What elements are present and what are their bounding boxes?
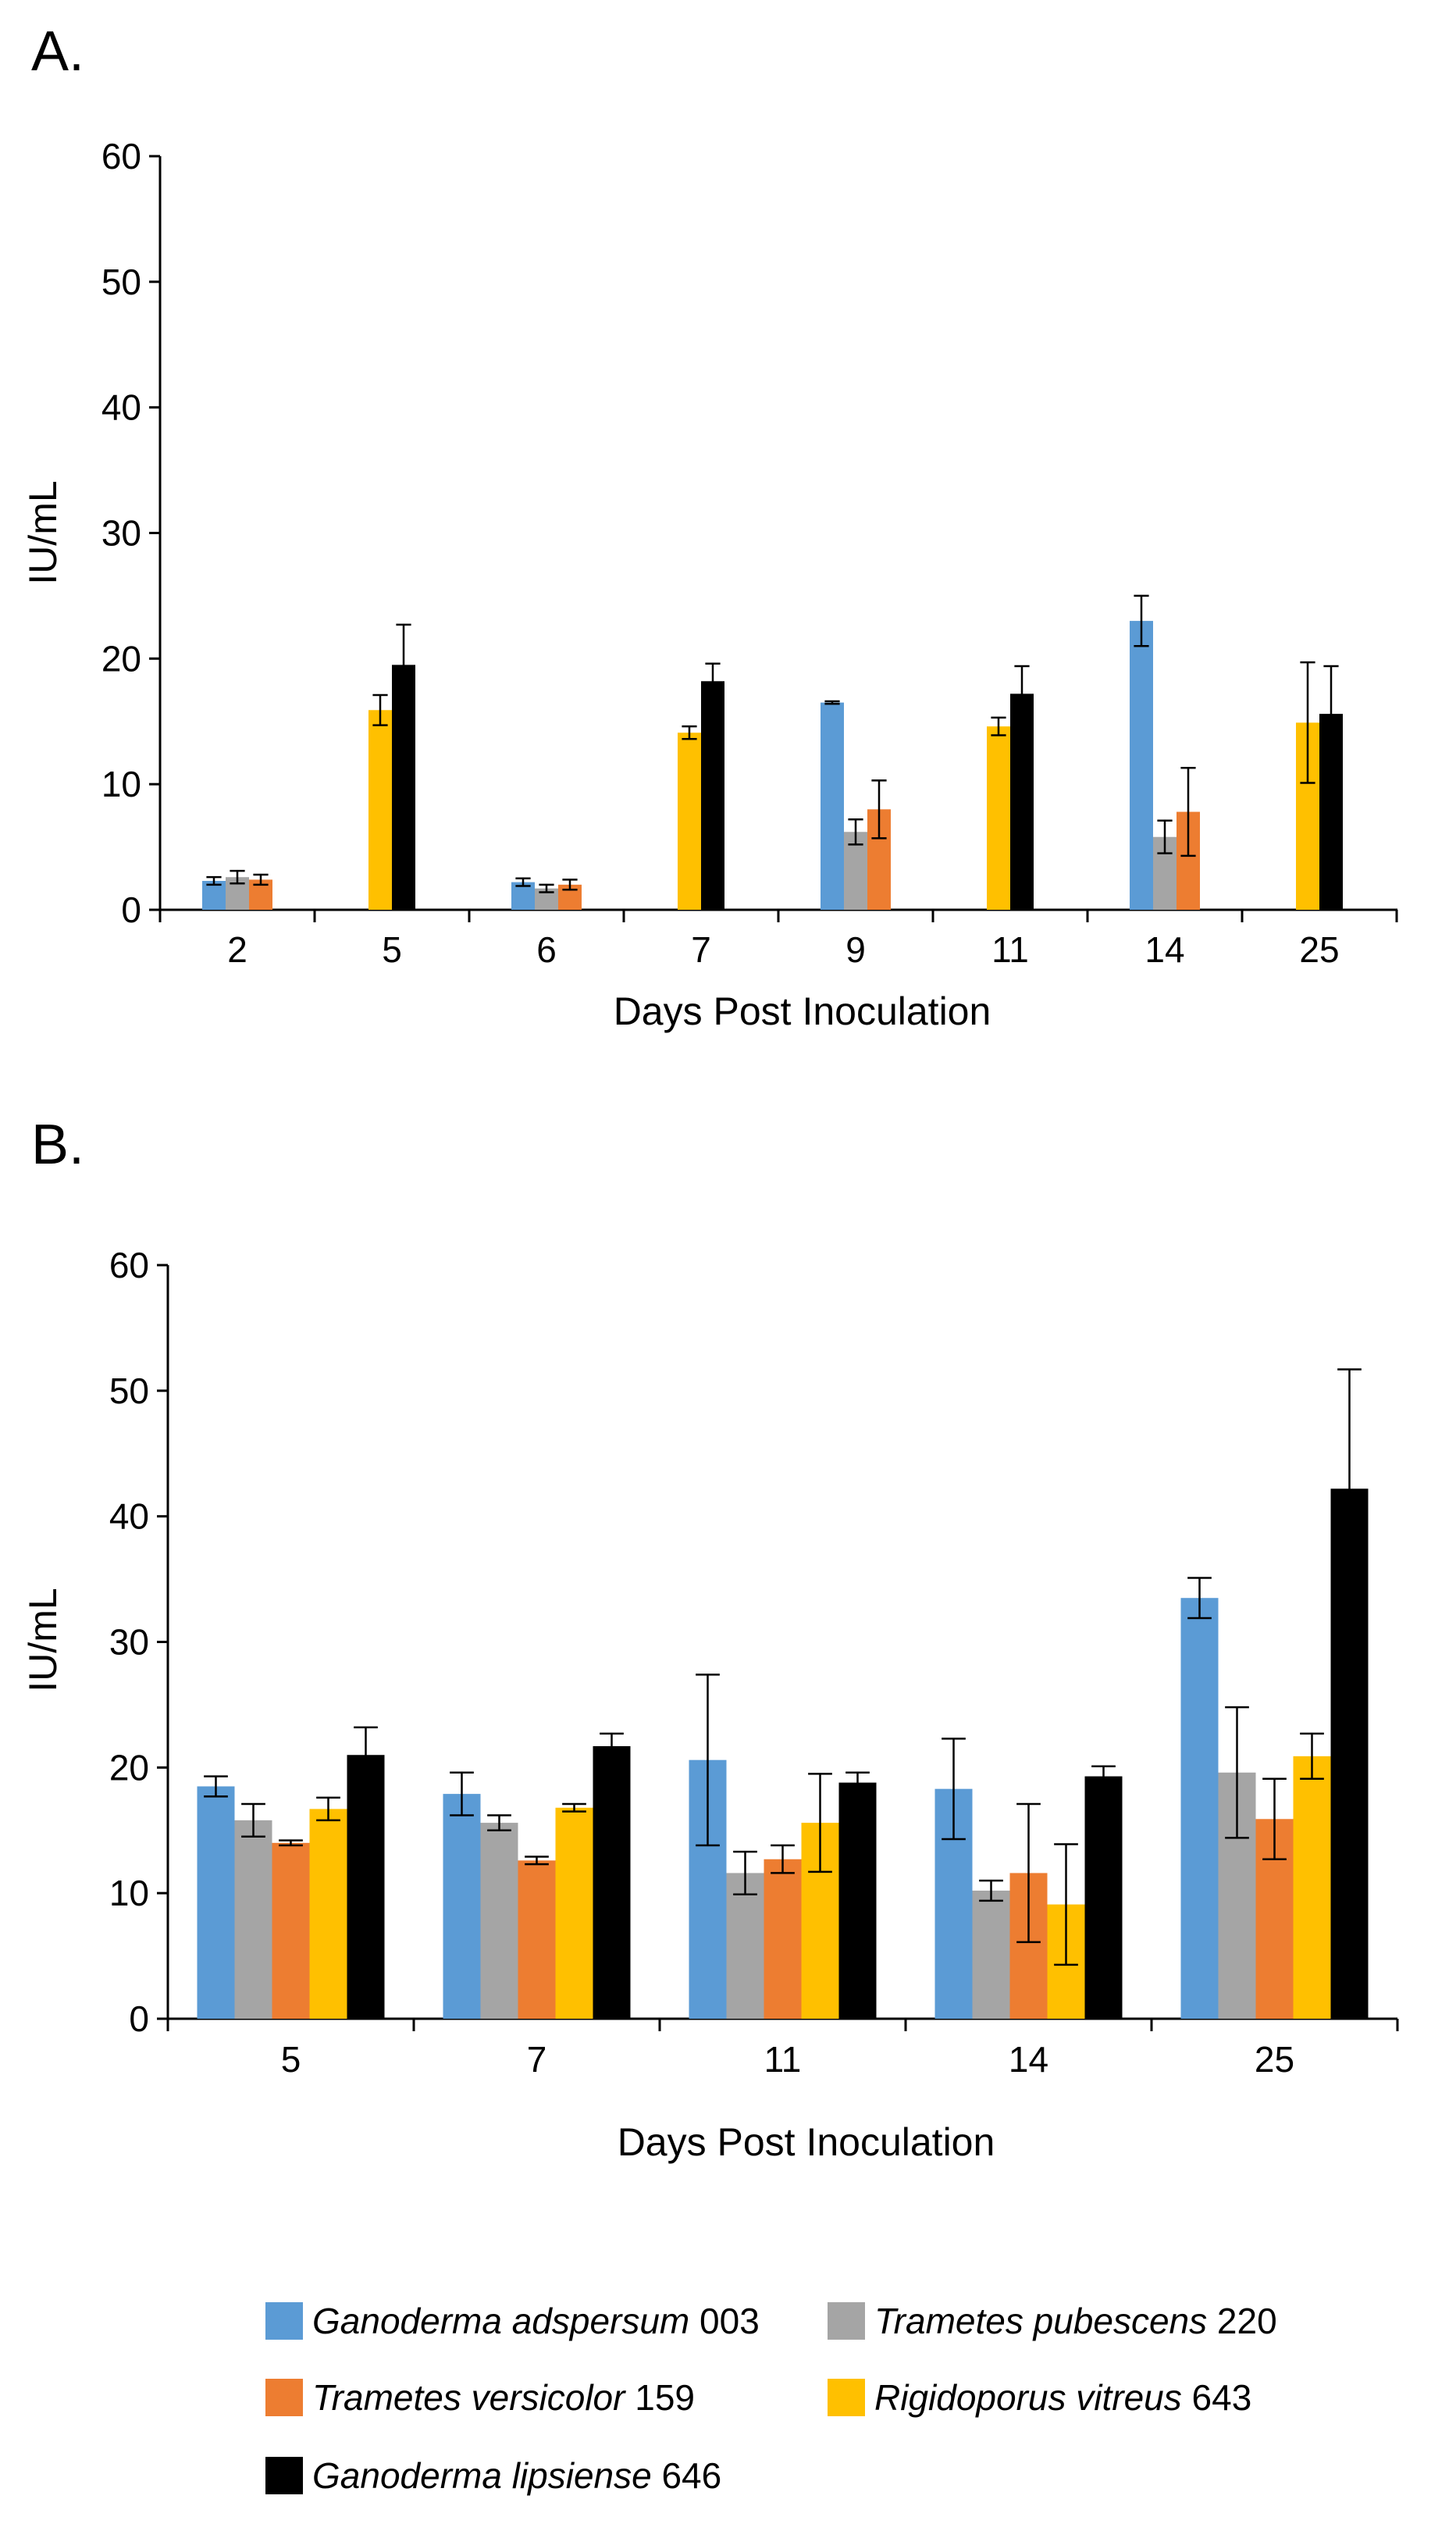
y-tick-label-b: 50: [109, 1371, 149, 1411]
legend-species: Rigidoporus vitreus: [874, 2377, 1182, 2418]
x-tick-label-a: 5: [382, 929, 402, 970]
legend-code: 643: [1182, 2377, 1252, 2418]
bar-b: [593, 1745, 631, 2019]
legend-label: Trametes pubescens 220: [874, 2301, 1277, 2341]
y-tick-label-b: 20: [109, 1747, 149, 1788]
bar-a: [368, 710, 392, 910]
y-tick-label-b: 0: [129, 1998, 149, 2039]
y-tick-label-a: 40: [101, 387, 141, 428]
bar-b: [838, 1782, 877, 2019]
x-tick-label-b: 11: [764, 2039, 802, 2080]
bar-b: [347, 1755, 385, 2019]
legend-label: Ganoderma adspersum 003: [312, 2301, 760, 2341]
legend-label: Trametes versicolor 159: [312, 2377, 695, 2418]
bar-b: [443, 1794, 481, 2019]
panel-label-b: B.: [31, 1114, 84, 1176]
legend-label: Ganoderma lipsiense 646: [312, 2455, 721, 2496]
x-axis-title-b: Days Post Inoculation: [618, 2120, 995, 2164]
panel-label-a: A.: [31, 20, 84, 83]
x-tick-label-a: 11: [991, 929, 1029, 970]
legend-species: Trametes versicolor: [312, 2377, 626, 2418]
bar-a: [701, 681, 724, 910]
legend-species: Trametes pubescens: [874, 2301, 1207, 2341]
bar-b: [518, 1860, 556, 2019]
y-axis-title-b: IU/mL: [21, 1588, 65, 1692]
x-axis-title-a: Days Post Inoculation: [614, 989, 991, 1033]
legend-species: Ganoderma adspersum: [312, 2301, 689, 2341]
legend-code: 159: [625, 2377, 695, 2418]
legend-swatch: [265, 2302, 303, 2340]
bar-b: [726, 1873, 764, 2019]
bar-b: [555, 1807, 593, 2019]
bar-a: [1010, 693, 1034, 910]
legend-swatch: [265, 2379, 303, 2416]
y-tick-label-a: 0: [121, 889, 141, 930]
y-tick-label-a: 20: [101, 638, 141, 679]
x-tick-label-b: 14: [1009, 2039, 1048, 2080]
x-tick-label-a: 9: [845, 929, 866, 970]
y-axis-title-a: IU/mL: [21, 480, 65, 584]
legend-species: Ganoderma lipsiense: [312, 2455, 652, 2496]
bar-a: [202, 881, 226, 910]
y-tick-label-a: 50: [101, 262, 141, 302]
legend-code: 220: [1207, 2301, 1277, 2341]
legend-label: Rigidoporus vitreus 643: [874, 2377, 1251, 2418]
bar-b: [309, 1809, 347, 2019]
bar-b: [480, 1823, 518, 2019]
x-tick-label-a: 7: [691, 929, 711, 970]
bar-a: [678, 733, 701, 910]
legend-code: 003: [689, 2301, 760, 2341]
bar-b: [972, 1890, 1010, 2019]
bar-b: [272, 1842, 310, 2019]
y-tick-label-a: 10: [101, 764, 141, 804]
bar-a: [1130, 621, 1153, 910]
bar-a: [987, 726, 1010, 910]
y-tick-label-a: 30: [101, 513, 141, 554]
y-tick-label-b: 40: [109, 1496, 149, 1537]
bar-b: [1180, 1598, 1219, 2019]
bar-b: [234, 1820, 272, 2019]
bar-b: [197, 1786, 235, 2019]
bar-b: [764, 1859, 802, 2019]
x-tick-label-a: 14: [1145, 929, 1184, 970]
bar-a: [821, 702, 844, 910]
legend-swatch: [265, 2457, 303, 2494]
bar-b: [1084, 1776, 1123, 2019]
y-tick-label-b: 30: [109, 1622, 149, 1663]
y-tick-label-b: 60: [109, 1245, 149, 1285]
legend-swatch: [828, 2302, 865, 2340]
x-tick-label-b: 5: [281, 2039, 301, 2080]
y-tick-label-a: 60: [101, 136, 141, 176]
x-tick-label-a: 25: [1299, 929, 1339, 970]
x-tick-label-a: 2: [227, 929, 247, 970]
y-tick-label-b: 10: [109, 1873, 149, 1913]
x-tick-label-b: 7: [527, 2039, 547, 2080]
x-tick-label-b: 25: [1255, 2039, 1294, 2080]
bar-b: [1293, 1756, 1331, 2019]
legend-swatch: [828, 2379, 865, 2416]
legend-code: 646: [652, 2455, 722, 2496]
x-tick-label-a: 6: [536, 929, 557, 970]
